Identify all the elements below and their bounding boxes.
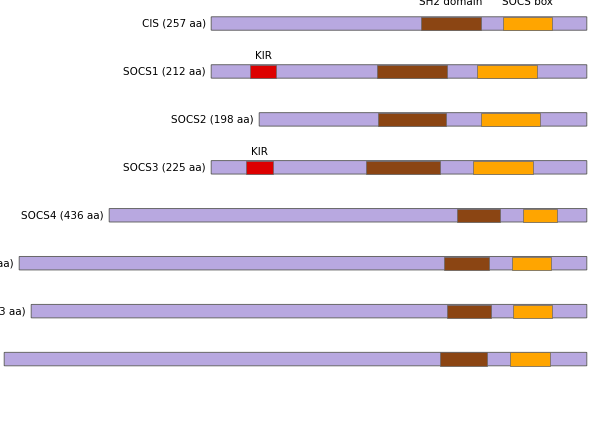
Text: SOCS6 (533 aa): SOCS6 (533 aa) xyxy=(0,306,26,316)
Bar xyxy=(447,305,491,318)
Text: CIS (257 aa): CIS (257 aa) xyxy=(142,19,206,28)
FancyBboxPatch shape xyxy=(19,256,587,270)
Text: SOCS4 (436 aa): SOCS4 (436 aa) xyxy=(21,210,104,220)
Bar xyxy=(377,113,446,126)
Bar xyxy=(421,17,481,30)
Bar xyxy=(512,257,551,270)
Bar xyxy=(444,257,489,270)
FancyBboxPatch shape xyxy=(211,17,587,30)
FancyBboxPatch shape xyxy=(4,352,587,366)
Bar xyxy=(457,209,500,222)
FancyBboxPatch shape xyxy=(109,209,587,222)
Bar xyxy=(440,352,487,365)
Bar xyxy=(481,113,539,126)
Bar xyxy=(477,65,536,78)
Bar xyxy=(247,161,272,174)
Text: SOCS2 (198 aa): SOCS2 (198 aa) xyxy=(171,114,254,124)
Bar xyxy=(377,65,448,78)
Text: SOCS box: SOCS box xyxy=(502,0,553,7)
Bar xyxy=(365,161,440,174)
Text: SOCS1 (212 aa): SOCS1 (212 aa) xyxy=(123,66,206,77)
Text: KIR: KIR xyxy=(255,51,272,61)
FancyBboxPatch shape xyxy=(31,305,587,318)
FancyBboxPatch shape xyxy=(259,113,587,126)
Bar xyxy=(473,161,533,174)
Text: SOCS5 (536 aa): SOCS5 (536 aa) xyxy=(0,258,14,268)
Text: SOCS3 (225 aa): SOCS3 (225 aa) xyxy=(123,162,206,172)
Text: KIR: KIR xyxy=(251,147,268,157)
FancyBboxPatch shape xyxy=(211,65,587,78)
Text: SH2 domain: SH2 domain xyxy=(419,0,483,7)
FancyBboxPatch shape xyxy=(211,161,587,174)
Bar xyxy=(513,305,552,318)
Bar xyxy=(503,17,551,30)
Bar xyxy=(510,352,550,365)
Bar xyxy=(523,209,557,222)
Bar xyxy=(250,65,276,78)
